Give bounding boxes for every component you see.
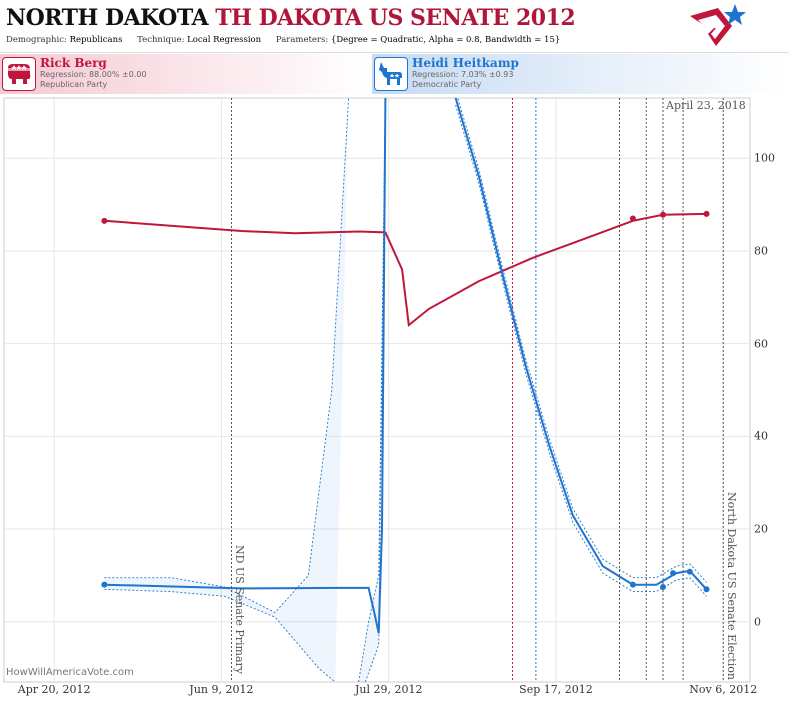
data-point (670, 570, 677, 577)
candidate-party: Democratic Party (412, 80, 482, 89)
candidate-panel-democratic[interactable]: Heidi Heitkamp Regression: 7.03% ±0.93 D… (372, 54, 789, 94)
x-tick-label: Sep 17, 2012 (519, 683, 593, 696)
plot-content (101, 98, 724, 682)
candidate-regression: Regression: 88.00% ±0.00 (40, 70, 147, 79)
candidate-name: Heidi Heitkamp (412, 56, 519, 70)
donkey-icon (374, 57, 408, 91)
series-line (104, 212, 707, 328)
title-race: TH DAKOTA US SENATE 2012 (215, 5, 576, 31)
data-point (660, 583, 667, 590)
y-tick-label: 80 (754, 244, 768, 258)
confidence-bound (457, 98, 707, 583)
confidence-bound (104, 588, 336, 682)
x-tick-label: Jun 9, 2012 (189, 683, 254, 696)
confidence-bound (104, 98, 350, 614)
demographic-label: Demographic: (6, 35, 67, 45)
technique-label: Technique: (137, 35, 185, 45)
parameters-value: {Degree = Quadratic, Alpha = 0.8, Bandwi… (330, 35, 561, 45)
candidate-name: Rick Berg (40, 56, 107, 70)
site-credit[interactable]: HowWillAmericaVote.com (6, 667, 134, 678)
event-label: ND US Senate Primary (233, 545, 247, 674)
x-tick-label: Apr 20, 2012 (17, 683, 91, 696)
data-point (660, 211, 667, 218)
x-tick-label: Jul 29, 2012 (354, 683, 423, 696)
confidence-bound (455, 104, 707, 597)
as-of-date: April 23, 2018 (666, 99, 746, 112)
header-bar: NORTH DAKOTA TH DAKOTA US SENATE 2012 De… (0, 0, 789, 53)
candidate-party: Republican Party (40, 80, 108, 89)
data-point (703, 210, 710, 217)
event-label: North Dakota US Senate Election (725, 492, 739, 680)
data-point (629, 581, 636, 588)
y-tick-label: 40 (754, 429, 768, 443)
y-tick-label: 60 (754, 337, 768, 351)
demographic-value: Republicans (69, 35, 123, 45)
page-title: NORTH DAKOTA TH DAKOTA US SENATE 2012 (6, 5, 576, 31)
candidate-panel-republican[interactable]: Rick Berg Regression: 88.00% ±0.00 Repub… (0, 54, 370, 94)
parameters-label: Parameters: (275, 35, 329, 45)
y-tick-label: 0 (754, 615, 761, 629)
data-point (703, 586, 710, 593)
site-logo[interactable] (688, 2, 748, 50)
elephant-icon (2, 57, 36, 91)
confidence-band (104, 98, 349, 682)
data-point (101, 217, 108, 224)
series-line (454, 98, 708, 590)
data-point (629, 215, 636, 222)
y-tick-label: 20 (754, 522, 768, 536)
technique-value: Local Regression (187, 35, 262, 45)
y-tick-label: 100 (754, 151, 775, 165)
candidate-regression: Regression: 7.03% ±0.93 (412, 70, 514, 79)
x-tick-label: Nov 6, 2012 (689, 683, 758, 696)
confidence-bound (358, 98, 386, 682)
title-state: NORTH DAKOTA (6, 5, 209, 31)
series-line (104, 98, 387, 634)
data-point (101, 581, 108, 588)
data-point (686, 568, 693, 575)
parameters-line: Demographic: Republicans Technique: Loca… (6, 35, 572, 45)
